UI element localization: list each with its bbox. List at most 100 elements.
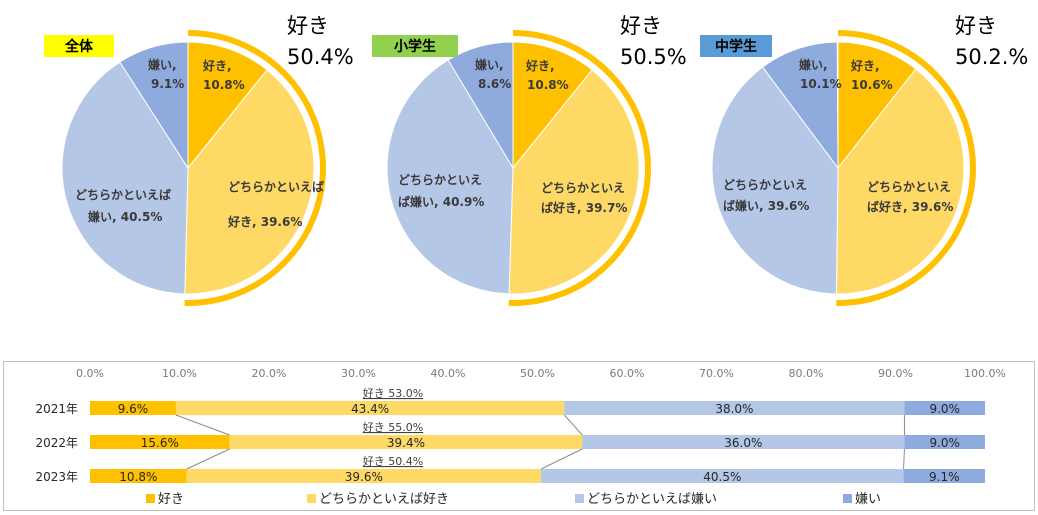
- bar-segment-1-0: [90, 435, 230, 449]
- bar-segment-1-2: [582, 435, 905, 449]
- pie-label-1-0-line1: 好き,: [525, 58, 555, 73]
- legend-swatch-0: [146, 494, 155, 503]
- x-tick-label-1: 10.0%: [162, 367, 197, 380]
- connector-line-1-0: [186, 448, 230, 470]
- pie-slice-1-3: [447, 41, 514, 170]
- like-total-value-0: 50.4%: [287, 45, 354, 69]
- category-label-2: 2023年: [35, 470, 78, 484]
- bar-segment-2-1: [186, 469, 542, 483]
- like-total-arc-0: [184, 30, 326, 306]
- pie-slice-2-2: [711, 66, 839, 295]
- pie-label-2-2-line2: ば嫌い, 39.6%: [723, 198, 809, 213]
- category-label-1: 2022年: [35, 436, 78, 450]
- connector-line-0-1: [563, 414, 583, 436]
- pie-label-0-0-line2: 10.8%: [203, 78, 245, 92]
- bar-segment-0-0: [90, 401, 176, 415]
- pie-label-0-2-line1: どちらかといえば: [75, 187, 171, 202]
- x-tick-label-7: 70.0%: [699, 367, 734, 380]
- bar-segment-2-0: [90, 469, 187, 483]
- pie-label-0-3-line2: 9.1%: [151, 77, 184, 91]
- like-total-annotation-0: 好き 53.0%: [363, 386, 423, 400]
- pie-slice-2-1: [835, 68, 965, 295]
- group-tag-box-2: [700, 35, 772, 57]
- bar-value-label-0-3: 9.0%: [929, 402, 960, 416]
- pie-label-2-0-line1: 好き,: [850, 58, 880, 73]
- x-tick-label-9: 90.0%: [878, 367, 913, 380]
- bar-value-label-1-1: 39.4%: [387, 436, 425, 450]
- pie-label-2-1-line2: ば好き, 39.6%: [867, 199, 953, 214]
- connector-line-0-0: [175, 414, 230, 436]
- like-total-value-1: 50.5%: [620, 45, 687, 69]
- pie-label-2-3-line2: 10.1%: [800, 77, 842, 91]
- like-total-label-1: 好き: [620, 14, 662, 38]
- x-tick-label-10: 100.0%: [964, 367, 1006, 380]
- pie-label-2-0-line2: 10.6%: [851, 78, 893, 92]
- bar-value-label-0-2: 38.0%: [715, 402, 753, 416]
- legend-swatch-1: [307, 494, 316, 503]
- like-total-annotation-2: 好き 50.4%: [363, 454, 423, 468]
- connector-line-1-1: [540, 448, 583, 470]
- like-total-arc-1: [508, 30, 651, 306]
- bar-segment-0-1: [175, 401, 565, 415]
- bar-value-label-2-3: 9.1%: [929, 470, 960, 484]
- like-total-arc-2: [836, 30, 977, 306]
- category-label-0: 2021年: [35, 402, 78, 416]
- pie-label-1-0-line2: 10.8%: [527, 78, 569, 92]
- pie-label-1-3-line1: 嫌い,: [474, 57, 504, 72]
- bar-segment-2-3: [903, 469, 985, 483]
- legend-label-1: どちらかといえば好き: [319, 492, 449, 507]
- pie-label-2-2-line1: どちらかといえ: [723, 178, 807, 192]
- bar-segment-2-2: [541, 469, 904, 483]
- x-tick-label-5: 50.0%: [520, 367, 555, 380]
- group-tag-label-2: 中学生: [715, 38, 757, 55]
- pie-label-1-2-line1: どちらかといえ: [398, 173, 482, 187]
- bar-value-label-2-0: 10.8%: [119, 470, 157, 484]
- pie-slice-0-0: [187, 41, 268, 170]
- group-tag-box-0: [44, 35, 114, 57]
- pie-slice-1-0: [512, 41, 593, 170]
- group-tag-label-0: 全体: [64, 38, 94, 55]
- x-tick-label-2: 20.0%: [252, 367, 287, 380]
- like-total-value-2: 50.2.%: [955, 45, 1028, 69]
- pie-label-0-0-line1: 好き,: [202, 58, 232, 73]
- group-tag-box-1: [372, 35, 458, 57]
- pie-slice-0-3: [119, 41, 189, 170]
- legend-label-3: 嫌い: [855, 492, 881, 507]
- bar-segment-1-3: [904, 435, 985, 449]
- connector-line-1-2: [903, 448, 905, 470]
- bar-value-label-1-2: 36.0%: [724, 436, 762, 450]
- pie-label-0-1-line1: どちらかといえば: [228, 179, 324, 194]
- legend-swatch-2: [575, 494, 584, 503]
- legend-label-2: どちらかといえば嫌い: [587, 492, 717, 507]
- bar-value-label-1-0: 15.6%: [141, 436, 179, 450]
- like-total-annotation-1: 好き 55.0%: [363, 420, 423, 434]
- pie-label-1-2-line2: ば嫌い, 40.9%: [398, 194, 484, 209]
- bar-value-label-2-1: 39.6%: [345, 470, 383, 484]
- pie-slice-1-1: [508, 69, 640, 295]
- pie-label-0-2-line2: 嫌い, 40.5%: [87, 209, 162, 224]
- bar-segment-0-3: [904, 401, 985, 415]
- group-tag-label-1: 小学生: [394, 38, 436, 55]
- pie-slice-2-3: [761, 41, 839, 170]
- legend-label-0: 好き: [158, 492, 184, 507]
- pie-slice-0-1: [184, 69, 315, 295]
- pie-slice-1-2: [386, 59, 514, 295]
- x-tick-label-8: 80.0%: [789, 367, 824, 380]
- pie-label-0-1-line2: 好き, 39.6%: [227, 214, 302, 229]
- like-total-label-0: 好き: [287, 14, 329, 38]
- pie-label-1-1-line2: ば好き, 39.7%: [541, 200, 627, 215]
- like-total-label-2: 好き: [955, 14, 997, 38]
- pie-label-0-3-line1: 嫌い,: [147, 57, 177, 72]
- bar-segment-1-1: [229, 435, 583, 449]
- pie-slice-0-2: [61, 61, 189, 295]
- legend-swatch-3: [843, 494, 852, 503]
- pie-label-1-1-line1: どちらかといえ: [541, 181, 625, 195]
- x-tick-label-6: 60.0%: [610, 367, 645, 380]
- stacked-bar-panel: [3, 361, 1035, 511]
- bar-value-label-2-2: 40.5%: [703, 470, 741, 484]
- pie-slice-2-0: [837, 41, 917, 170]
- bar-segment-0-2: [564, 401, 905, 415]
- bar-value-label-0-0: 9.6%: [118, 402, 149, 416]
